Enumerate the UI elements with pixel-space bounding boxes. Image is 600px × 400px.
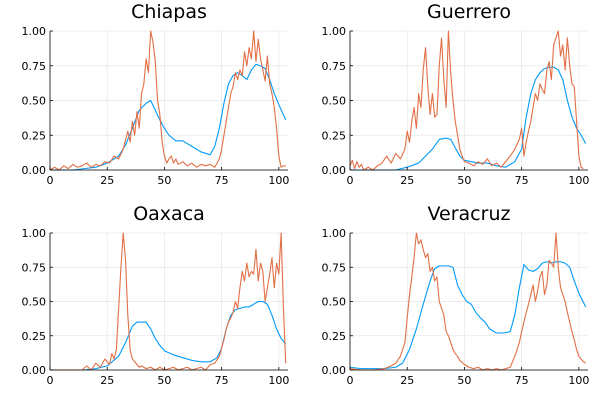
x-tick-label: 50 [457,374,471,387]
series-line-1 [50,300,287,371]
y-tick-label: 0.75 [22,261,47,274]
x-tick-label: 100 [268,174,289,187]
x-tick-label: 75 [215,174,229,187]
subplot-title: Guerrero [427,1,511,23]
x-tick-label: 25 [400,174,414,187]
series-line-1 [349,261,587,370]
y-tick-label: 0.50 [322,95,347,108]
series-line-1 [50,63,287,171]
y-tick-label: 0.75 [322,261,347,274]
x-tick-label: 50 [157,374,171,387]
x-tick-label: 50 [157,174,171,187]
y-tick-label: 0.75 [22,60,47,73]
x-tick-label: 100 [268,374,289,387]
x-tick-label: 100 [568,174,589,187]
x-tick-label: 25 [400,374,414,387]
x-tick-label: 100 [568,374,589,387]
series-line-2 [349,30,584,171]
y-tick-label: 0.25 [322,330,347,343]
x-tick-label: 0 [347,374,354,387]
series-line-1 [350,66,587,171]
subplot-guerrero: 0 25 50 75 100 0.00 0.25 0.50 0.75 1.00 Guerrero [322,1,590,187]
y-tick-label: 0.25 [22,330,47,343]
x-tick-label: 0 [47,174,54,187]
subplot-chiapas: 0 25 50 75 100 0.00 0.25 0.50 0.75 1.00 Chiapas [22,1,290,187]
x-tick-label: 75 [515,374,529,387]
y-tick-label: 0.50 [22,95,47,108]
y-tick-label: 0.00 [322,364,347,377]
y-tick-label: 1.00 [22,227,47,240]
x-tick-label: 50 [457,174,471,187]
y-tick-label: 0.75 [322,60,347,73]
subplot-title: Oaxaca [133,203,205,225]
x-tick-label: 0 [347,174,354,187]
y-tick-label: 0.00 [22,364,47,377]
y-tick-label: 0.00 [322,164,347,177]
series-line-2 [50,232,287,371]
y-tick-label: 0.25 [22,129,47,142]
x-tick-label: 75 [515,174,529,187]
x-tick-label: 25 [100,374,114,387]
y-tick-label: 0.50 [22,296,47,309]
subplot-veracruz: 0 25 50 75 100 0.00 0.25 0.50 0.75 1.00 Veracruz [322,203,590,387]
x-tick-label: 0 [47,374,54,387]
x-tick-label: 75 [215,374,229,387]
subplot-oaxaca: 0 25 50 75 100 0.00 0.25 0.50 0.75 1.00 Oaxaca [22,203,290,387]
y-tick-label: 0.25 [322,129,347,142]
x-tick-label: 25 [100,174,114,187]
y-tick-label: 1.00 [22,25,47,38]
y-tick-label: 1.00 [322,227,347,240]
y-tick-label: 0.50 [322,296,347,309]
y-tick-label: 1.00 [322,25,347,38]
subplot-title: Chiapas [131,1,207,23]
series-line-2 [49,30,286,171]
y-tick-label: 0.00 [22,164,47,177]
series-line-2 [349,232,586,371]
subplot-title: Veracruz [428,203,511,225]
